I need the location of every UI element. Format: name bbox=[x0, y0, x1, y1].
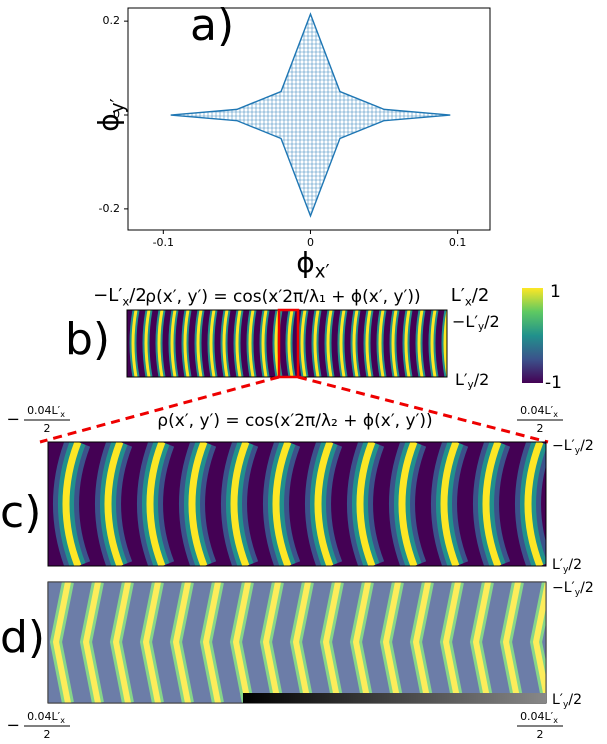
corner-label: L′y/2 bbox=[455, 370, 489, 391]
label-main: L′ bbox=[552, 692, 563, 708]
formula: ρ(x′, y′) = cos(x′2π/λ₂ + ϕ(x′, y′)) bbox=[157, 411, 432, 431]
numerator-sub: x bbox=[553, 410, 558, 419]
label-tail: /2 bbox=[472, 285, 490, 306]
corner-fraction: −0.04L′x2 bbox=[7, 710, 70, 741]
image-c bbox=[47, 441, 547, 567]
fraction-sign: − bbox=[7, 716, 20, 735]
x-tick-label: 0 bbox=[307, 236, 314, 249]
colorbar bbox=[522, 288, 543, 383]
fraction-denominator: 2 bbox=[44, 422, 51, 435]
panel-label: d) bbox=[0, 612, 45, 663]
fraction-denominator: 2 bbox=[44, 728, 51, 741]
corner-label: L′y/2 bbox=[552, 692, 582, 710]
fraction-numerator: 0.04L′x bbox=[520, 404, 558, 419]
fraction-sign: − bbox=[7, 410, 20, 429]
image-b bbox=[126, 309, 448, 378]
fraction-denominator: 2 bbox=[537, 728, 544, 741]
numerator-main: 0.04L′ bbox=[520, 404, 554, 417]
numerator-sub: x bbox=[553, 716, 558, 725]
label-sub: x bbox=[465, 294, 472, 308]
label-sub: y bbox=[563, 565, 569, 575]
label-main: −L′ bbox=[552, 580, 575, 596]
corner-label: L′x/2 bbox=[451, 285, 490, 308]
image-d bbox=[47, 581, 547, 704]
plot-area bbox=[127, 7, 491, 231]
label-sub: y bbox=[563, 700, 569, 710]
label-main: L′ bbox=[455, 370, 468, 389]
corner-fraction: 0.04L′x2 bbox=[517, 710, 563, 741]
label-tail: /2 bbox=[580, 438, 594, 454]
numerator-main: 0.04L′ bbox=[27, 404, 61, 417]
x-tick-label: 0.1 bbox=[449, 236, 467, 249]
image-d-band bbox=[243, 693, 546, 703]
panel-label: b) bbox=[65, 314, 110, 365]
numerator-main: 0.04L′ bbox=[27, 710, 61, 723]
x-axis-label: ϕx′ bbox=[296, 246, 329, 282]
label-sub: y′ bbox=[107, 98, 128, 113]
numerator-sub: x bbox=[60, 410, 65, 419]
fraction-numerator: 0.04L′x bbox=[520, 710, 558, 725]
label-main: −L′ bbox=[552, 438, 575, 454]
numerator-main: 0.04L′ bbox=[520, 710, 554, 723]
label-main: ϕ bbox=[92, 113, 125, 131]
colorbar-max: 1 bbox=[550, 282, 561, 302]
label-tail: /2 bbox=[129, 285, 147, 306]
corner-fraction: −0.04L′x2 bbox=[7, 404, 70, 435]
panel-a: -0.1 0 0.1 -0.2 0 0.2 a) bbox=[99, 0, 491, 249]
label-sub: y bbox=[575, 588, 581, 598]
label-sub: y bbox=[478, 321, 484, 333]
label-tail: /2 bbox=[568, 692, 582, 708]
corner-label: −L′x/2 bbox=[93, 285, 147, 308]
formula: ρ(x′, y′) = cos(x′2π/λ₁ + ϕ(x′, y′)) bbox=[145, 287, 420, 307]
colorbar-min: -1 bbox=[545, 373, 562, 393]
label-sub: x bbox=[122, 294, 129, 308]
numerator-sub: x bbox=[60, 716, 65, 725]
corner-label: −L′y/2 bbox=[552, 438, 594, 456]
zoom-box bbox=[277, 308, 300, 379]
corner-label: −L′y/2 bbox=[452, 312, 500, 333]
image-d-overlay bbox=[48, 582, 546, 703]
corner-fraction: 0.04L′x2 bbox=[517, 404, 563, 435]
label-main: L′ bbox=[451, 285, 465, 306]
label-sub: x′ bbox=[315, 261, 330, 282]
fraction-numerator: 0.04L′x bbox=[27, 710, 65, 725]
zoom-line bbox=[39, 375, 280, 444]
label-main: L′ bbox=[552, 557, 563, 573]
label-sub: y bbox=[468, 379, 474, 391]
label-sub: y bbox=[575, 446, 581, 456]
label-tail: /2 bbox=[568, 557, 582, 573]
panel-label: a) bbox=[190, 0, 234, 51]
zoom-line bbox=[297, 375, 549, 444]
y-tick-label: 0.2 bbox=[103, 14, 121, 27]
y-tick-label: 0 bbox=[113, 108, 120, 121]
mesh-outline bbox=[170, 12, 451, 218]
panel-label: c) bbox=[0, 487, 41, 538]
x-tick-label: -0.1 bbox=[153, 236, 174, 249]
fraction-denominator: 2 bbox=[537, 422, 544, 435]
y-tick-label: -0.2 bbox=[99, 202, 120, 215]
corner-label: L′y/2 bbox=[552, 557, 582, 575]
corner-label: −L′y/2 bbox=[552, 580, 594, 598]
label-tail: /2 bbox=[474, 370, 490, 389]
y-axis-label: ϕy′ bbox=[92, 98, 128, 131]
label-main: −L′ bbox=[452, 312, 478, 331]
label-main: −L′ bbox=[93, 285, 122, 306]
fraction-numerator: 0.04L′x bbox=[27, 404, 65, 419]
label-main: ϕ bbox=[296, 246, 314, 279]
label-tail: /2 bbox=[580, 580, 594, 596]
label-tail: /2 bbox=[484, 312, 500, 331]
